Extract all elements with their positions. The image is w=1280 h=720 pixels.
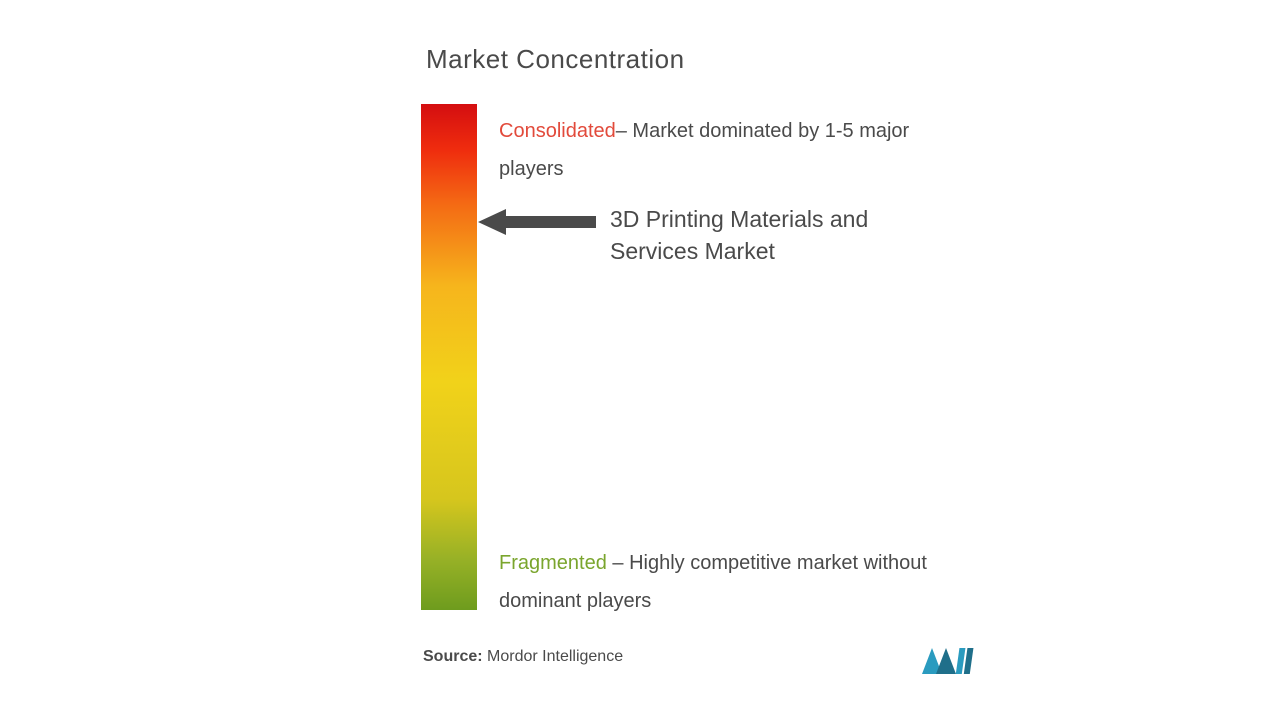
fragmented-key: Fragmented bbox=[499, 552, 607, 574]
chart-title: Market Concentration bbox=[426, 44, 685, 75]
pointer-arrow bbox=[478, 209, 596, 235]
infographic-root: Market Concentration Consolidated– Marke… bbox=[0, 0, 1280, 720]
brand-logo-icon bbox=[922, 644, 974, 674]
concentration-gradient-bar bbox=[421, 104, 477, 610]
consolidated-label-block: Consolidated– Market dominated by 1-5 ma… bbox=[499, 112, 959, 188]
market-name-label: 3D Printing Materials and Services Marke… bbox=[610, 203, 930, 267]
fragmented-label-block: Fragmented – Highly competitive market w… bbox=[499, 544, 967, 620]
source-line: Source: Mordor Intelligence bbox=[423, 648, 623, 666]
consolidated-key: Consolidated bbox=[499, 120, 616, 142]
source-value: Mordor Intelligence bbox=[483, 648, 624, 665]
source-label: Source: bbox=[423, 648, 483, 665]
